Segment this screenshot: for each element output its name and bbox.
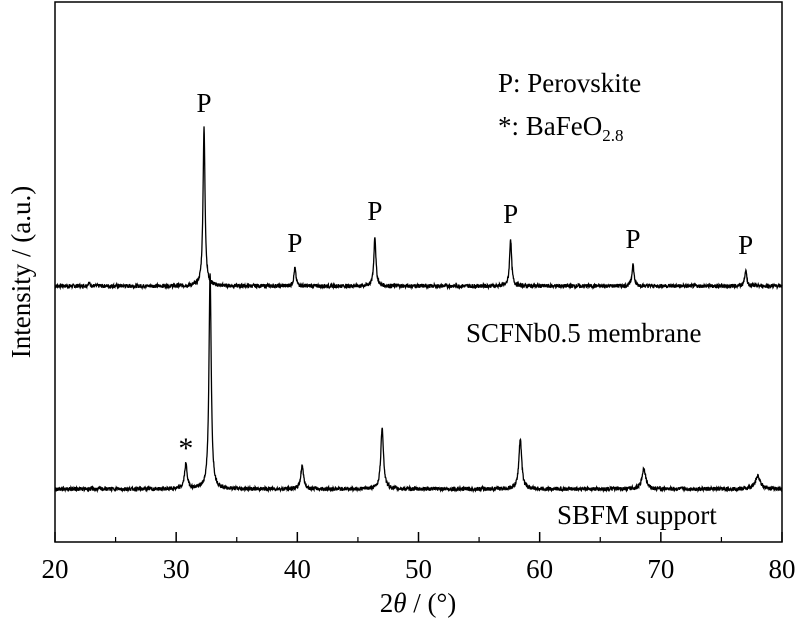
peak-label-perovskite: P (367, 196, 382, 226)
x-tick-label: 20 (42, 554, 69, 584)
plot-frame (54, 1, 783, 543)
peak-label-perovskite: P (503, 199, 518, 229)
peak-label-perovskite: P (738, 230, 753, 260)
trace-membrane (54, 126, 783, 291)
x-axis-title-unit: / (°) (406, 588, 456, 618)
x-tick-label: 30 (163, 554, 190, 584)
x-tick-label: 40 (284, 554, 311, 584)
series-label-support: SBFM support (557, 500, 717, 530)
legend-bafeo-text: *: BaFeO (498, 111, 602, 141)
traces (54, 126, 783, 494)
x-axis-title-theta: θ (393, 588, 406, 618)
peak-label-perovskite: P (625, 224, 640, 254)
x-axis-ticks: 20 30 40 50 60 70 80 (42, 532, 796, 584)
peak-labels: P P P P P P * (178, 88, 753, 465)
x-axis-title-prefix: 2 (380, 588, 394, 618)
y-axis-title: Intensity / (a.u.) (6, 186, 36, 358)
trace-support (54, 273, 783, 494)
peak-label-perovskite: P (197, 88, 212, 118)
legend-line-perovskite: P: Perovskite (498, 68, 641, 98)
x-axis-title: 2θ / (°) (380, 588, 457, 618)
x-tick-label: 60 (526, 554, 553, 584)
legend-line-bafeo: *: BaFeO2.8 (498, 111, 624, 145)
x-tick-label: 80 (769, 554, 796, 584)
x-tick-label: 70 (647, 554, 674, 584)
peak-label-perovskite: P (287, 228, 302, 258)
x-tick-label: 50 (405, 554, 432, 584)
legend-bafeo-subscript: 2.8 (602, 126, 623, 145)
peak-label-bafeo: * (178, 432, 193, 465)
series-label-membrane: SCFNb0.5 membrane (466, 318, 702, 348)
legend: P: Perovskite *: BaFeO2.8 (498, 68, 641, 145)
